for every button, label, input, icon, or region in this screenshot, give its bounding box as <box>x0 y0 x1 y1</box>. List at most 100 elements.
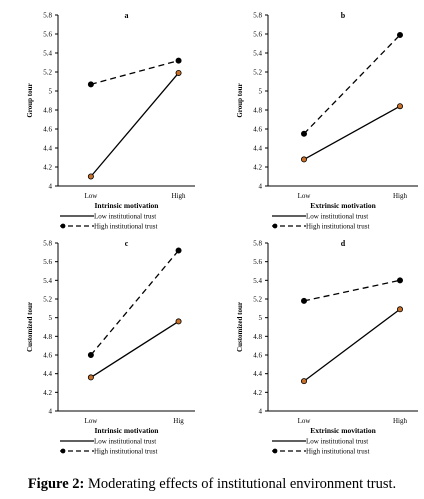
y-tick-label: 4.2 <box>43 164 52 172</box>
y-tick-label: 5 <box>259 88 263 96</box>
y-tick-label: 5.6 <box>253 31 262 39</box>
x-tick-label: Low <box>84 417 98 425</box>
legend-entry: Low institutional trust <box>94 213 156 221</box>
y-tick-label: 5 <box>49 314 53 322</box>
y-axis-title: Group tour <box>236 83 244 117</box>
low-trust-data-point <box>87 374 94 381</box>
y-tick-label: 4.6 <box>253 126 262 134</box>
high-trust-data-point <box>300 297 307 304</box>
figure-caption: Figure 2: Moderating effects of institut… <box>0 472 424 496</box>
high-trust-data-point <box>300 130 307 137</box>
high-trust-series-line <box>303 34 401 135</box>
y-tick-label: 5.8 <box>253 12 262 20</box>
low-trust-data-point <box>300 156 307 163</box>
y-tick-label: 5.4 <box>43 50 52 58</box>
y-tick-label: 4.8 <box>253 333 262 341</box>
x-tick-label: Low <box>298 417 312 425</box>
x-tick-label: Low <box>84 192 98 200</box>
y-axis-title: Customized tour <box>236 302 244 352</box>
y-tick-label: 5.6 <box>43 258 52 266</box>
legend-entry: Low institutional trust <box>94 438 156 446</box>
x-tick-label: High <box>172 192 187 200</box>
y-tick-label: 4.2 <box>43 389 52 397</box>
high-trust-series-line <box>90 59 179 85</box>
high-trust-data-point <box>87 81 94 88</box>
y-tick-label: 4 <box>259 408 263 416</box>
y-tick-label: 4.6 <box>43 126 52 134</box>
y-tick-label: 4.8 <box>43 107 52 115</box>
y-tick-label: 4.2 <box>253 389 262 397</box>
high-trust-series-line <box>303 279 401 302</box>
y-tick-label: 5 <box>49 88 53 96</box>
y-tick-label: 4.4 <box>253 370 262 378</box>
y-tick-label: 5.6 <box>253 258 262 266</box>
panel-label: b <box>341 11 346 20</box>
legend-entry: High institutional trust <box>306 448 369 456</box>
low-trust-data-point <box>396 103 403 110</box>
low-trust-data-point <box>87 173 94 180</box>
legend-marker <box>60 223 66 229</box>
low-trust-data-point <box>175 318 182 325</box>
y-tick-label: 4 <box>49 408 53 416</box>
figure-panels: 4 4.2 4.4 4.6 4.8 5 5.2 5.4 5.6 5.8 Low High Intrins… <box>26 11 418 456</box>
y-tick-label: 4.6 <box>43 352 52 360</box>
x-tick-label: Low <box>298 192 312 200</box>
legend-marker <box>60 448 66 454</box>
y-tick-label: 5.8 <box>253 240 262 248</box>
y-tick-label: 4.6 <box>253 352 262 360</box>
y-tick-label: 5.4 <box>43 277 52 285</box>
y-tick-label: 4.4 <box>253 145 262 153</box>
high-trust-data-point <box>175 247 182 254</box>
y-tick-label: 5.2 <box>43 296 52 304</box>
chart-panel-b: 4 4.2 4.4 4.6 4.8 5 5.2 5.4 5.6 5.8 Low High Extrins… <box>236 11 418 231</box>
legend-entry: High institutional trust <box>306 223 369 231</box>
x-tick-label: High <box>393 192 408 200</box>
x-axis-title: Intrinsic motivation <box>95 201 160 210</box>
y-tick-label: 5.4 <box>253 50 262 58</box>
y-tick-label: 4.8 <box>253 107 262 115</box>
chart-panel-d: 4 4.2 4.4 4.6 4.8 5 5.2 5.4 5.6 5.8 Low High Extrins… <box>236 239 418 456</box>
high-trust-data-point <box>87 351 94 358</box>
legend-entry: High institutional trust <box>94 223 157 231</box>
x-axis-title: Intrinsic motivation <box>95 426 160 435</box>
low-trust-data-point <box>300 378 307 385</box>
low-trust-data-point <box>175 69 182 76</box>
low-trust-data-point <box>396 306 403 313</box>
panel-label: c <box>125 239 129 248</box>
high-trust-data-point <box>396 277 403 284</box>
x-tick-label: Hig <box>173 417 184 425</box>
y-tick-label: 4.2 <box>253 164 262 172</box>
low-trust-series-line <box>90 72 180 177</box>
y-tick-label: 4 <box>49 183 53 191</box>
low-trust-series-line <box>90 320 179 378</box>
x-axis-title: Extrinsic movitation <box>310 426 376 435</box>
chart-panel-a: 4 4.2 4.4 4.6 4.8 5 5.2 5.4 5.6 5.8 Low High Intrins… <box>26 11 195 231</box>
figure-caption-label: Figure 2: <box>27 476 85 492</box>
y-tick-label: 5.2 <box>43 69 52 77</box>
figure-svg: 4 4.2 4.4 4.6 4.8 5 5.2 5.4 5.6 5.8 Low High Intrins… <box>26 11 418 456</box>
y-tick-label: 5.8 <box>43 12 52 20</box>
high-trust-series-line <box>90 250 180 356</box>
legend-entry: Low institutional trust <box>306 438 368 446</box>
y-tick-label: 5.2 <box>253 296 262 304</box>
figure-caption-text: Moderating effects of institutional envi… <box>84 476 397 492</box>
legend-marker <box>272 448 278 454</box>
panel-label: d <box>341 239 346 248</box>
low-trust-series-line <box>303 308 401 382</box>
y-tick-label: 5.6 <box>43 31 52 39</box>
x-axis-title: Extrinsic motivation <box>310 201 376 210</box>
high-trust-data-point <box>175 57 182 64</box>
y-tick-label: 4.4 <box>43 145 52 153</box>
x-tick-label: High <box>393 417 408 425</box>
y-tick-label: 5.8 <box>43 240 52 248</box>
y-tick-label: 4.8 <box>43 333 52 341</box>
legend-entry: High institutional trust <box>94 448 157 456</box>
low-trust-series-line <box>303 105 401 160</box>
panel-label: a <box>125 11 129 20</box>
y-axis-title: Customized tour <box>26 302 34 352</box>
y-tick-label: 5.4 <box>253 277 262 285</box>
legend-marker <box>272 223 278 229</box>
chart-panel-c: 4 4.2 4.4 4.6 4.8 5 5.2 5.4 5.6 5.8 Low Hig Intrinsi… <box>26 239 195 456</box>
high-trust-data-point <box>396 31 403 38</box>
y-axis-title: Group tour <box>26 83 34 117</box>
